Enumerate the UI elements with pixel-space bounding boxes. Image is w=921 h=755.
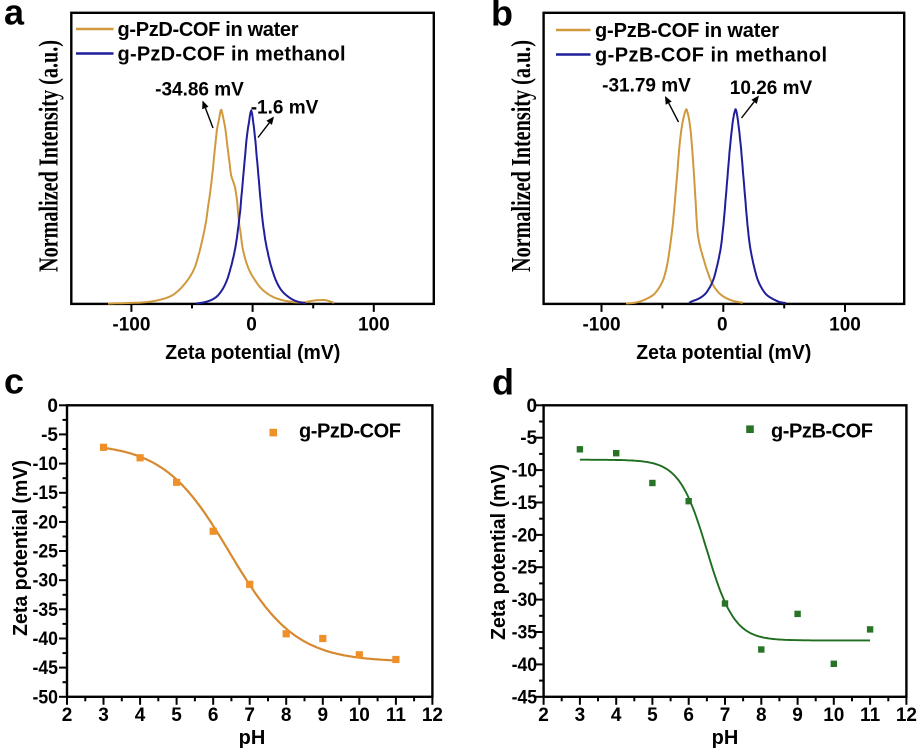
svg-text:2: 2 [62, 705, 73, 726]
svg-text:11: 11 [386, 705, 407, 726]
svg-text:10: 10 [349, 705, 370, 726]
svg-text:-1.6 mV: -1.6 mV [251, 98, 319, 119]
svg-text:9: 9 [318, 705, 329, 726]
svg-text:-40: -40 [33, 629, 59, 650]
svg-text:5: 5 [171, 705, 182, 726]
svg-text:g-PzD-COF in water: g-PzD-COF in water [118, 19, 299, 41]
svg-text:9: 9 [792, 705, 803, 726]
svg-text:5: 5 [647, 705, 658, 726]
svg-text:12: 12 [896, 705, 917, 726]
svg-text:-5: -5 [520, 428, 537, 449]
svg-text:-30: -30 [512, 590, 538, 611]
svg-text:-35: -35 [33, 600, 59, 621]
svg-text:Normalized Intensity (a.u.): Normalized Intensity (a.u.) [506, 40, 536, 272]
svg-text:-15: -15 [33, 483, 59, 504]
svg-text:Zeta potential (mV): Zeta potential (mV) [636, 342, 811, 364]
svg-text:g-PzD-COF in methanol: g-PzD-COF in methanol [118, 44, 346, 66]
svg-text:100: 100 [358, 315, 390, 336]
svg-text:12: 12 [422, 705, 443, 726]
svg-text:3: 3 [575, 705, 586, 726]
svg-text:-5: -5 [41, 425, 58, 446]
svg-text:-45: -45 [33, 658, 59, 679]
svg-text:-50: -50 [33, 687, 59, 708]
svg-text:7: 7 [720, 705, 731, 726]
svg-text:7: 7 [244, 705, 255, 726]
svg-text:6: 6 [208, 705, 219, 726]
svg-text:-25: -25 [33, 542, 59, 563]
svg-text:g-PzB-COF in methanol: g-PzB-COF in methanol [595, 45, 827, 67]
svg-text:Normalized Intensity (a.u.): Normalized Intensity (a.u.) [34, 40, 64, 272]
svg-text:-10: -10 [512, 461, 538, 482]
svg-text:-15: -15 [512, 493, 538, 514]
svg-text:4: 4 [135, 705, 146, 726]
svg-text:b: b [491, 0, 513, 34]
svg-text:-10: -10 [33, 454, 59, 475]
svg-text:6: 6 [683, 705, 694, 726]
svg-text:-45: -45 [512, 687, 538, 708]
svg-text:pH: pH [239, 727, 266, 749]
svg-text:0: 0 [246, 315, 257, 336]
svg-text:-25: -25 [512, 558, 538, 579]
svg-text:-40: -40 [512, 655, 538, 676]
svg-text:2: 2 [538, 705, 549, 726]
svg-text:4: 4 [611, 705, 622, 726]
svg-text:3: 3 [98, 705, 109, 726]
svg-text:g-PzD-COF: g-PzD-COF [299, 421, 401, 443]
svg-text:c: c [4, 361, 24, 402]
svg-text:-35: -35 [512, 623, 538, 644]
svg-text:-30: -30 [33, 571, 59, 592]
svg-text:8: 8 [756, 705, 767, 726]
svg-text:-100: -100 [582, 315, 620, 336]
svg-text:10.26 mV: 10.26 mV [730, 78, 813, 99]
svg-text:8: 8 [281, 705, 292, 726]
svg-text:0: 0 [527, 396, 538, 417]
svg-text:0: 0 [47, 396, 58, 417]
svg-text:d: d [492, 361, 514, 402]
svg-text:-34.86 mV: -34.86 mV [155, 80, 244, 101]
svg-text:g-PzB-COF in water: g-PzB-COF in water [595, 20, 779, 42]
svg-text:-31.79 mV: -31.79 mV [602, 76, 691, 97]
svg-text:11: 11 [860, 705, 881, 726]
svg-text:10: 10 [823, 705, 844, 726]
svg-text:Zeta potential (mV): Zeta potential (mV) [488, 464, 510, 640]
svg-text:Zeta potential (mV): Zeta potential (mV) [165, 342, 340, 364]
svg-text:g-PzB-COF: g-PzB-COF [771, 421, 873, 443]
svg-text:Zeta potential (mV): Zeta potential (mV) [10, 460, 32, 636]
svg-text:pH: pH [712, 727, 739, 749]
svg-text:a: a [4, 0, 25, 33]
svg-text:-100: -100 [112, 315, 150, 336]
svg-text:-20: -20 [512, 525, 538, 546]
svg-text:0: 0 [717, 315, 728, 336]
svg-text:-20: -20 [33, 512, 59, 533]
svg-text:100: 100 [829, 315, 861, 336]
